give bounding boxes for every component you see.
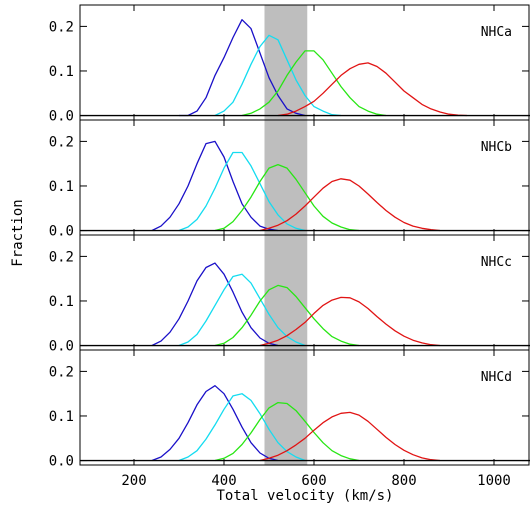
y-tick-label-2-2: 0.2 <box>49 134 74 150</box>
series-line-3-3 <box>214 284 360 347</box>
y-tick-label-1-2: 0.2 <box>49 19 74 35</box>
y-tick-label-3-0: 0.0 <box>49 339 74 355</box>
x-tick-label-3: 800 <box>391 473 416 489</box>
y-tick-label-4-1: 0.1 <box>49 409 74 425</box>
series-line-1-4 <box>277 62 468 117</box>
series-line-1-3 <box>241 50 387 117</box>
shaded-band-1 <box>264 5 308 120</box>
series-line-3-1 <box>151 262 279 347</box>
shaded-band-4 <box>264 350 308 465</box>
tick-layer <box>80 5 529 465</box>
series-line-2-3 <box>214 163 360 232</box>
x-tick-label-0: 200 <box>121 473 146 489</box>
y-tick-label-4-2: 0.2 <box>49 364 74 380</box>
series-line-4-4 <box>259 411 441 462</box>
y-tick-label-3-2: 0.2 <box>49 249 74 265</box>
panel-frames-layer <box>79 4 530 466</box>
curves-layer <box>151 19 468 462</box>
panel-label-3: NHCc <box>481 255 512 270</box>
x-tick-label-2: 600 <box>301 473 326 489</box>
label-layer: 0.0 0.1 0.2 NHCa 0.0 0.1 0.2 NHCb 0.0 0.1 0.2 NHCc 0… <box>49 19 512 489</box>
y-tick-label-1-1: 0.1 <box>49 64 74 80</box>
panel-label-4: NHCd <box>481 370 512 385</box>
series-line-3-2 <box>178 273 306 347</box>
shaded-band-2 <box>264 120 308 235</box>
series-line-4-1 <box>151 385 279 462</box>
series-line-4-2 <box>178 393 306 462</box>
series-line-4-3 <box>214 401 360 462</box>
y-tick-label-2-1: 0.1 <box>49 179 74 195</box>
series-line-2-2 <box>178 151 306 232</box>
series-line-1-2 <box>214 34 342 117</box>
shaded-band-3 <box>264 235 308 350</box>
y-tick-label-1-0: 0.0 <box>49 109 74 125</box>
y-tick-label-3-1: 0.1 <box>49 294 74 310</box>
panel-label-2: NHCb <box>481 140 512 155</box>
x-tick-label-4: 1000 <box>477 473 511 489</box>
series-line-3-4 <box>259 296 441 347</box>
y-tick-label-4-0: 0.0 <box>49 454 74 470</box>
x-tick-label-1: 400 <box>211 473 236 489</box>
panel-frame-4 <box>79 349 530 466</box>
series-line-2-1 <box>151 140 279 232</box>
y-axis-title: Fraction <box>10 199 26 266</box>
y-tick-label-2-0: 0.0 <box>49 224 74 240</box>
panel-label-1: NHCa <box>481 25 512 40</box>
shaded-band-layer <box>264 5 308 465</box>
series-line-1-1 <box>179 19 306 117</box>
x-axis-title: Total velocity (km/s) <box>216 488 393 504</box>
series-line-2-4 <box>259 178 441 232</box>
